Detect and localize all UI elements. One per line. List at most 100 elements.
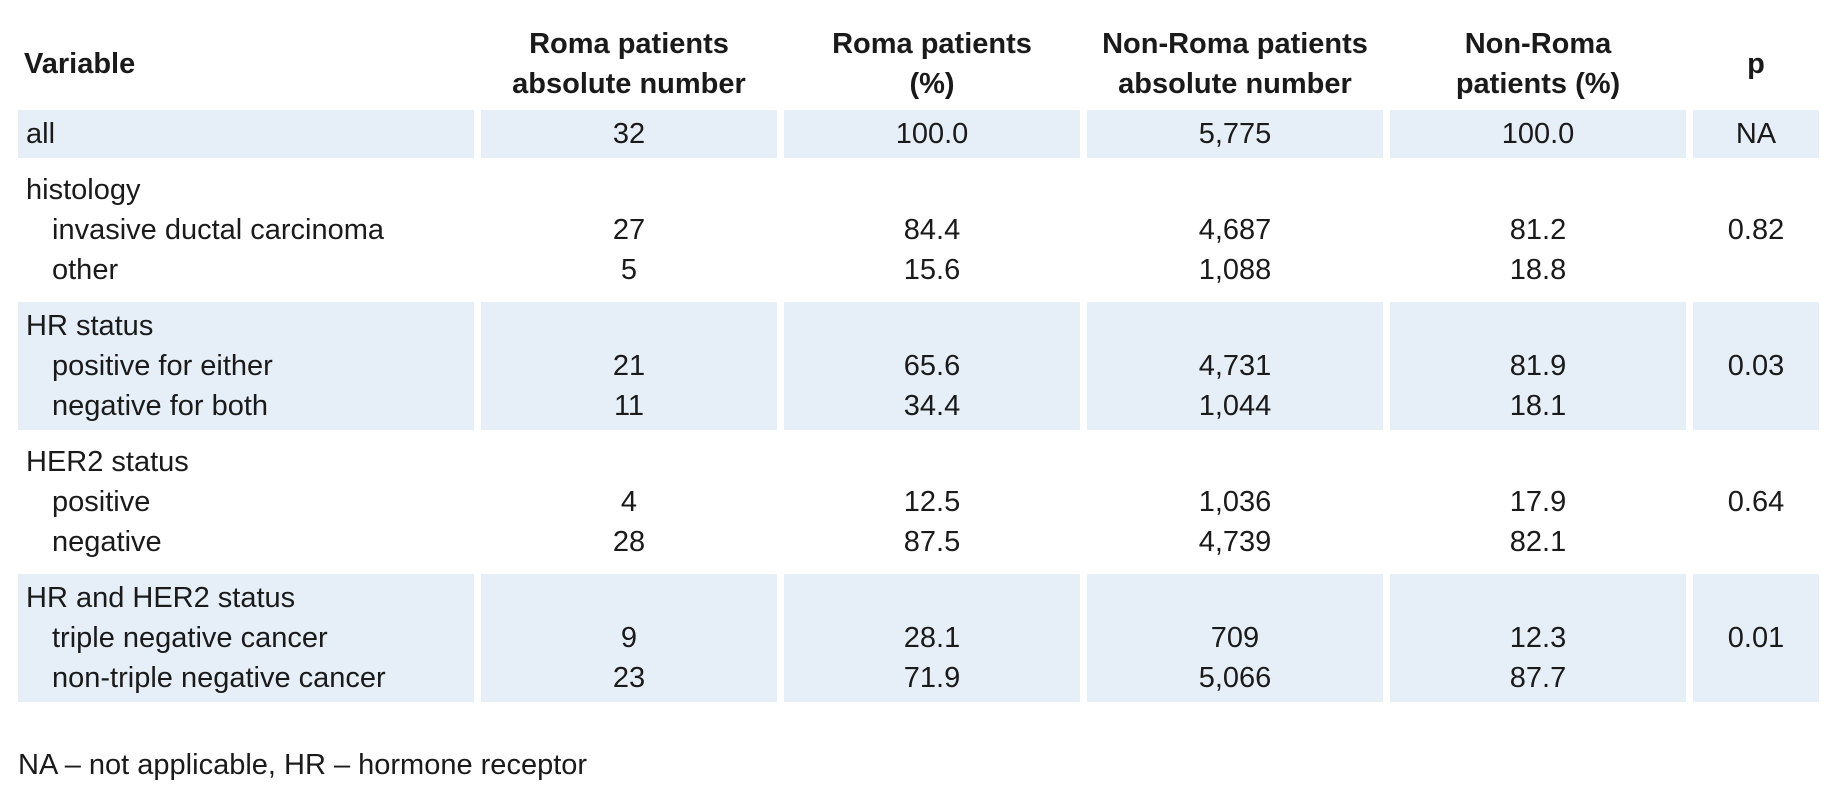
p-value-cell: 0.64 bbox=[1693, 438, 1819, 566]
spacer-cell bbox=[1693, 158, 1819, 166]
roma-percent-cell: 100.0 bbox=[784, 110, 1080, 158]
value: 12.5 bbox=[903, 486, 961, 518]
header-line: Non-Roma bbox=[1464, 28, 1612, 60]
value: 9 bbox=[620, 622, 638, 654]
nonroma-number-cell: 4,731 1,044 bbox=[1087, 302, 1383, 430]
roma-number-cell: 9 23 bbox=[481, 574, 777, 702]
nonroma-number-cell: 4,687 1,088 bbox=[1087, 166, 1383, 294]
value: 18.8 bbox=[1509, 254, 1567, 286]
value: 82.1 bbox=[1509, 526, 1567, 558]
row-label: negative bbox=[52, 526, 162, 558]
header-nonroma-number: Non-Roma patients absolute number bbox=[1087, 18, 1383, 110]
header-line: Non-Roma patients bbox=[1102, 28, 1368, 60]
p-value: 0.03 bbox=[1727, 350, 1785, 382]
value: 100.0 bbox=[1501, 118, 1575, 150]
roma-number-cell: 27 5 bbox=[481, 166, 777, 294]
nonroma-percent-cell: 100.0 bbox=[1390, 110, 1686, 158]
value: 81.2 bbox=[1509, 214, 1567, 246]
value: 11 bbox=[613, 390, 645, 422]
p-value-cell: NA bbox=[1693, 110, 1819, 158]
value: 5 bbox=[620, 254, 638, 286]
value: 34.4 bbox=[903, 390, 961, 422]
value: 71.9 bbox=[903, 662, 961, 694]
header-roma-percent: Roma patients (%) bbox=[784, 18, 1080, 110]
table-row: all 32 100.0 5,775 100.0 NA bbox=[18, 110, 1819, 158]
spacer-cell bbox=[18, 158, 474, 166]
row-label: non-triple negative cancer bbox=[52, 662, 386, 694]
roma-number-cell: 32 bbox=[481, 110, 777, 158]
value: 5,066 bbox=[1198, 662, 1272, 694]
spacer-cell bbox=[1693, 430, 1819, 438]
spacer-cell bbox=[1390, 158, 1686, 166]
table-row: histology invasive ductal carcinoma other … bbox=[18, 166, 1819, 294]
spacer-cell bbox=[1087, 430, 1383, 438]
header-line: Roma patients bbox=[529, 28, 729, 60]
roma-percent-cell: 84.4 15.6 bbox=[784, 166, 1080, 294]
variable-cell: HER2 status positive negative bbox=[18, 438, 474, 566]
variable-cell: histology invasive ductal carcinoma other bbox=[18, 166, 474, 294]
nonroma-number-cell: 1,036 4,739 bbox=[1087, 438, 1383, 566]
spacer-cell bbox=[1390, 566, 1686, 574]
p-value: 0.01 bbox=[1727, 622, 1785, 654]
spacer-cell bbox=[481, 294, 777, 302]
value: 21 bbox=[612, 350, 646, 382]
table-body: all 32 100.0 5,775 100.0 NA histology invasive … bbox=[18, 110, 1819, 702]
value: 4,731 bbox=[1198, 350, 1272, 382]
value: 4,739 bbox=[1198, 526, 1272, 558]
row-label: other bbox=[52, 254, 119, 286]
row-label: positive bbox=[52, 486, 151, 518]
data-table: Variable Roma patients absolute number Ro… bbox=[11, 18, 1826, 702]
nonroma-percent-cell: 81.2 18.8 bbox=[1390, 166, 1686, 294]
value: 84.4 bbox=[903, 214, 961, 246]
group-label: HER2 status bbox=[26, 446, 189, 478]
nonroma-number-cell: 5,775 bbox=[1087, 110, 1383, 158]
value: 12.3 bbox=[1509, 622, 1567, 654]
header-line: Variable bbox=[24, 48, 136, 80]
roma-number-cell: 4 28 bbox=[481, 438, 777, 566]
value: 87.5 bbox=[903, 526, 961, 558]
value: 4,687 bbox=[1198, 214, 1272, 246]
table-footnote: NA – not applicable, HR – hormone recept… bbox=[18, 749, 588, 781]
spacer-cell bbox=[1087, 158, 1383, 166]
group-label: HR status bbox=[26, 310, 154, 342]
spacer-cell bbox=[1693, 294, 1819, 302]
nonroma-percent-cell: 81.9 18.1 bbox=[1390, 302, 1686, 430]
row-label: invasive ductal carcinoma bbox=[52, 214, 385, 246]
nonroma-percent-cell: 12.3 87.7 bbox=[1390, 574, 1686, 702]
spacer-cell bbox=[1693, 566, 1819, 574]
spacer-cell bbox=[481, 158, 777, 166]
value: 28 bbox=[612, 526, 646, 558]
row-spacer bbox=[18, 566, 1819, 574]
value: 1,044 bbox=[1198, 390, 1272, 422]
p-value-cell: 0.01 bbox=[1693, 574, 1819, 702]
row-spacer bbox=[18, 430, 1819, 438]
spacer-cell bbox=[18, 566, 474, 574]
header-line: Roma patients bbox=[832, 28, 1032, 60]
spacer-cell bbox=[1390, 294, 1686, 302]
row-label: positive for either bbox=[52, 350, 273, 382]
roma-percent-cell: 12.5 87.5 bbox=[784, 438, 1080, 566]
p-value: 0.64 bbox=[1727, 486, 1785, 518]
roma-number-cell: 21 11 bbox=[481, 302, 777, 430]
row-label: negative for both bbox=[52, 390, 269, 422]
spacer-cell bbox=[18, 294, 474, 302]
p-value: 0.82 bbox=[1727, 214, 1785, 246]
spacer-cell bbox=[1390, 430, 1686, 438]
value: 1,036 bbox=[1198, 486, 1272, 518]
header-line: absolute number bbox=[1118, 68, 1352, 100]
value: 1,088 bbox=[1198, 254, 1272, 286]
spacer-cell bbox=[481, 566, 777, 574]
header-line: absolute number bbox=[512, 68, 746, 100]
spacer-cell bbox=[18, 430, 474, 438]
row-spacer bbox=[18, 294, 1819, 302]
value: 65.6 bbox=[903, 350, 961, 382]
header-line: p bbox=[1747, 48, 1765, 80]
table-row: HR status positive for either negative for… bbox=[18, 302, 1819, 430]
group-label: histology bbox=[26, 174, 141, 206]
header-variable: Variable bbox=[18, 18, 474, 110]
group-label: HR and HER2 status bbox=[26, 582, 296, 614]
table-row: HER2 status positive negative 4 28 12.5 87.5… bbox=[18, 438, 1819, 566]
roma-percent-cell: 65.6 34.4 bbox=[784, 302, 1080, 430]
value: 4 bbox=[620, 486, 638, 518]
